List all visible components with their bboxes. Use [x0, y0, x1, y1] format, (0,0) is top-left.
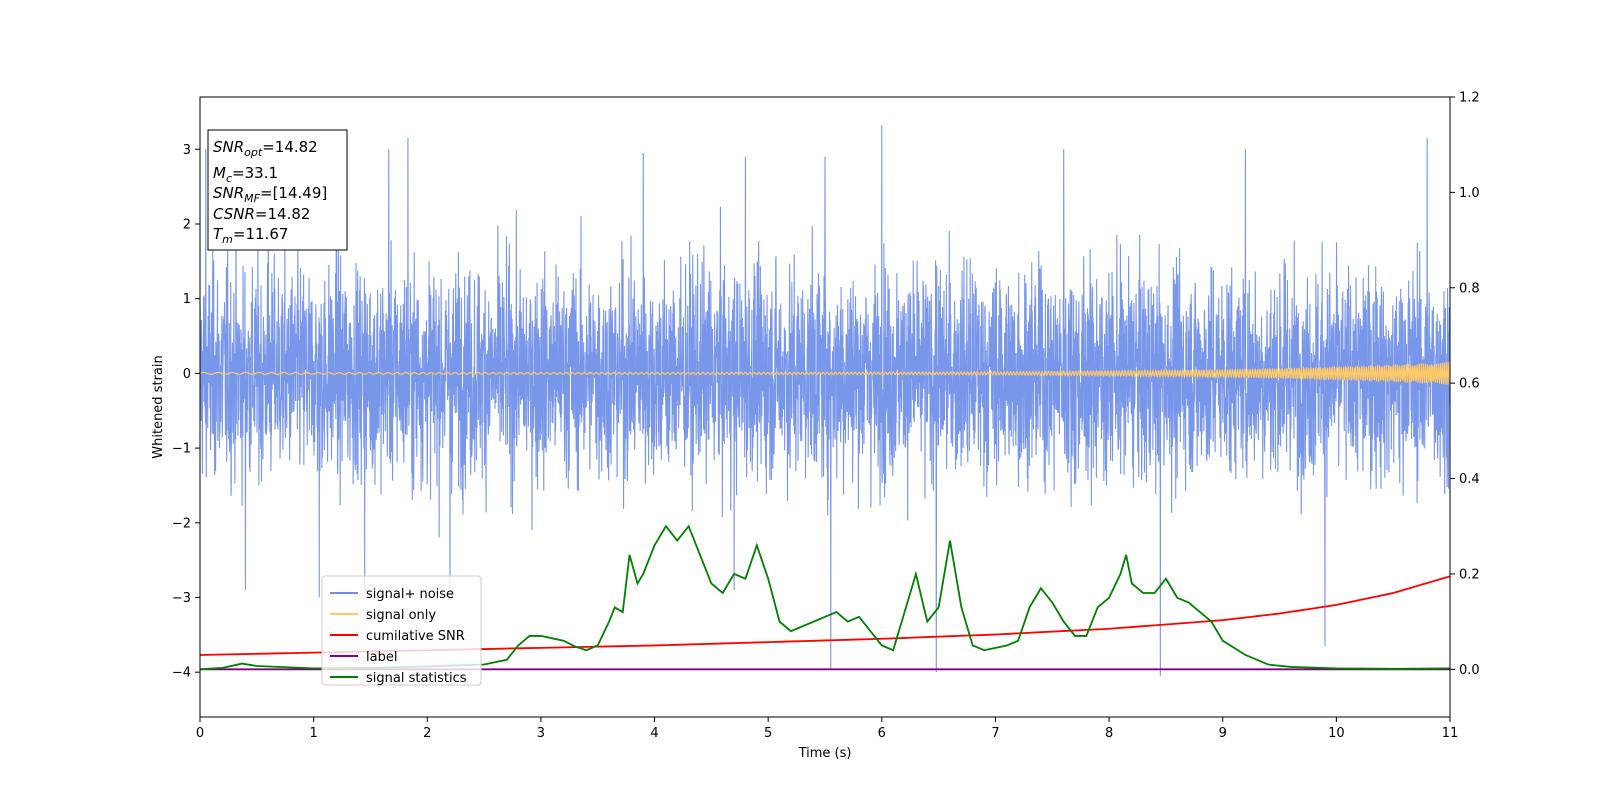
y-right-tick-label: 0.6 [1459, 377, 1480, 392]
info-box: SNRopt=14.82 Mc=33.1 SNRMF=[14.49] CSNR=… [207, 129, 348, 251]
info-snr-opt: SNRopt=14.82 [213, 138, 318, 159]
y-right-tick-label: 0.0 [1459, 663, 1480, 678]
x-tick-label: 10 [1328, 726, 1345, 741]
x-tick-label: 9 [1219, 726, 1227, 741]
series-line-signal-only [200, 362, 1450, 385]
y-axis-left-ticks: 3 2 1 0 −1 −2 −3 −4 [172, 143, 200, 681]
series-line-signal-statistics [200, 524, 1450, 671]
series-line-signal-plus-noise [200, 125, 1450, 676]
info-snr-mf: SNRMF=[14.49] [213, 184, 327, 205]
y-axis-right-ticks: 1.2 1.0 0.8 0.6 0.4 0.2 0.0 [1450, 91, 1480, 678]
y-left-tick-label: 1 [183, 292, 191, 307]
y-axis-label: Whitened strain [151, 355, 166, 458]
x-tick-label: 11 [1442, 726, 1459, 741]
y-left-tick-label: 0 [183, 367, 191, 382]
x-axis-label: Time (s) [798, 746, 852, 761]
y-left-tick-label: −3 [172, 591, 191, 606]
y-right-tick-label: 0.4 [1459, 472, 1480, 487]
x-tick-label: 8 [1105, 726, 1113, 741]
legend-label: signal+ noise [366, 587, 454, 602]
legend-label: label [366, 650, 397, 665]
x-tick-label: 4 [650, 726, 658, 741]
y-left-tick-label: −1 [172, 442, 191, 457]
info-tm: Tm=11.67 [213, 225, 288, 246]
x-tick-label: 7 [991, 726, 999, 741]
series-signal-only [200, 362, 1450, 385]
x-tick-label: 5 [764, 726, 772, 741]
y-left-tick-label: 3 [183, 143, 191, 158]
y-left-tick-label: 2 [183, 217, 191, 232]
plot-frame [199, 96, 1451, 718]
y-right-tick-label: 1.2 [1459, 91, 1480, 106]
x-tick-label: 1 [309, 726, 317, 741]
legend-label: signal statistics [366, 671, 467, 686]
info-mc: Mc=33.1 [213, 164, 278, 185]
x-tick-label: 2 [423, 726, 431, 741]
y-left-tick-label: −2 [172, 516, 191, 531]
legend-label: cumilative SNR [366, 629, 465, 644]
y-right-tick-label: 0.8 [1459, 281, 1480, 296]
x-tick-label: 0 [196, 726, 204, 741]
x-axis-ticks: 0 1 2 3 4 5 6 7 8 9 10 11 [196, 717, 1458, 741]
legend: signal+ noise signal only cumilative SNR la… [321, 575, 482, 686]
legend-label: signal only [366, 608, 436, 623]
x-tick-label: 3 [537, 726, 545, 741]
y-left-tick-label: −4 [172, 666, 191, 681]
y-right-tick-label: 0.2 [1459, 567, 1480, 582]
series-signal-plus-noise [200, 125, 1450, 676]
x-tick-label: 6 [878, 726, 886, 741]
info-csnr: CSNR=14.82 [213, 205, 310, 223]
y-right-tick-label: 1.0 [1459, 186, 1480, 201]
